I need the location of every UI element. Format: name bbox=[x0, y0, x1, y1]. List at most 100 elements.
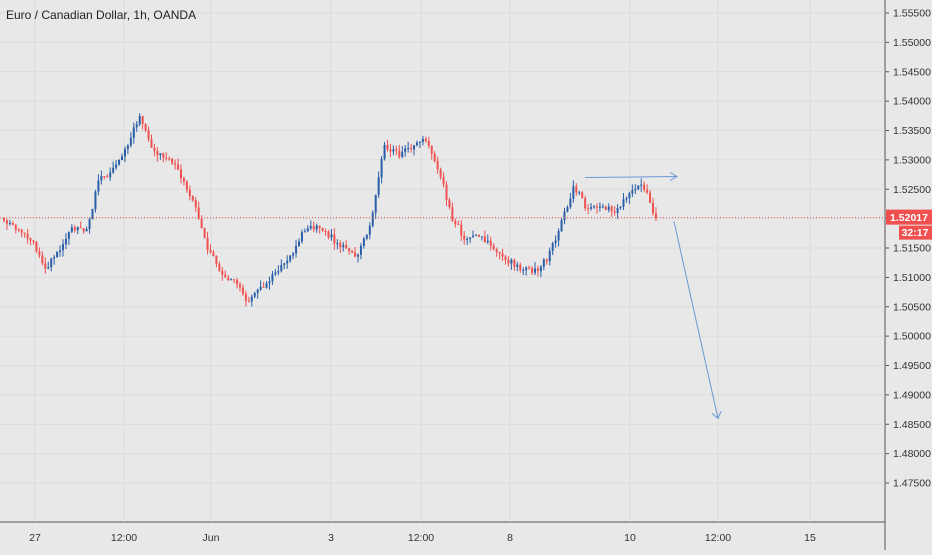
candle-body bbox=[159, 153, 162, 156]
candle-body bbox=[239, 284, 241, 288]
candle-body bbox=[531, 268, 534, 273]
candle-body bbox=[371, 212, 374, 226]
candle-body bbox=[300, 232, 303, 242]
candle-body bbox=[416, 142, 418, 146]
candle-body bbox=[489, 240, 492, 246]
candle-body bbox=[132, 127, 135, 138]
price-tick-label: 1.49500 bbox=[893, 360, 931, 372]
candle-body bbox=[631, 190, 634, 194]
candle-body bbox=[404, 148, 407, 152]
candle-body bbox=[82, 228, 85, 232]
candle-body bbox=[150, 139, 153, 148]
candle-body bbox=[141, 116, 144, 125]
candle-body bbox=[575, 186, 578, 193]
candle-body bbox=[67, 231, 70, 239]
candle-body bbox=[85, 229, 88, 232]
candle-body bbox=[333, 234, 336, 244]
candle-body bbox=[581, 192, 584, 199]
candle-body bbox=[94, 191, 97, 210]
candle-body bbox=[265, 283, 268, 288]
candle-body bbox=[174, 163, 177, 165]
candle-body bbox=[118, 159, 121, 165]
candle-body bbox=[112, 167, 115, 173]
candle-body bbox=[309, 226, 312, 229]
candle-body bbox=[392, 149, 395, 152]
plot-background bbox=[0, 0, 885, 522]
candle-body bbox=[44, 263, 47, 269]
candle-body bbox=[295, 245, 298, 254]
candle-body bbox=[253, 292, 256, 297]
candle-body bbox=[495, 249, 498, 253]
price-tick-label: 1.54000 bbox=[893, 96, 931, 108]
candle-body bbox=[70, 227, 73, 232]
diagonal-arrow-head[interactable] bbox=[711, 411, 722, 420]
candle-body bbox=[135, 124, 138, 128]
candle-body bbox=[121, 156, 123, 160]
candle-body bbox=[616, 208, 619, 213]
candle-body bbox=[528, 267, 531, 269]
time-axis[interactable]: 27 12:00 Jun 3 12:00 8 10 12:00 15 bbox=[29, 0, 816, 544]
candle-body bbox=[649, 192, 652, 203]
candle-body bbox=[271, 274, 274, 282]
price-tick-label: 1.47500 bbox=[893, 478, 931, 490]
candle-body bbox=[17, 229, 20, 231]
candle-body bbox=[593, 206, 595, 208]
candle-body bbox=[598, 206, 601, 208]
candle-body bbox=[539, 266, 542, 272]
candle-body bbox=[162, 153, 165, 158]
candle-body bbox=[221, 270, 224, 275]
candle-body bbox=[289, 255, 292, 261]
horizontal-arrow-line[interactable] bbox=[584, 176, 677, 178]
candle-body bbox=[47, 267, 50, 269]
candle-body bbox=[569, 198, 572, 208]
candle-body bbox=[53, 257, 56, 259]
candle-body bbox=[262, 286, 265, 288]
candle-body bbox=[79, 227, 82, 229]
candle-body bbox=[551, 243, 554, 251]
candle-body bbox=[410, 147, 413, 150]
candle-body bbox=[477, 234, 480, 237]
time-tick-label: 12:00 bbox=[111, 532, 137, 544]
candle-body bbox=[383, 144, 386, 159]
candle-body bbox=[590, 207, 593, 209]
candle-body bbox=[504, 256, 507, 260]
candle-body bbox=[115, 164, 118, 168]
candle-body bbox=[519, 264, 522, 271]
candle-body bbox=[601, 206, 604, 208]
candle-body bbox=[180, 169, 182, 179]
candle-body bbox=[315, 225, 318, 230]
candle-body bbox=[545, 259, 548, 262]
horizontal-arrow-head[interactable] bbox=[669, 172, 679, 181]
candle-body bbox=[165, 157, 168, 159]
candle-body bbox=[126, 145, 129, 150]
candle-body bbox=[548, 250, 551, 262]
annotations[interactable] bbox=[584, 172, 722, 420]
candle-body bbox=[451, 207, 454, 221]
price-tick-label: 1.48500 bbox=[893, 419, 931, 431]
candle-body bbox=[212, 252, 215, 256]
price-axis[interactable]: 1.55500 1.55000 1.54500 1.54000 1.53500 1.530… bbox=[0, 8, 931, 490]
candle-body bbox=[156, 151, 159, 156]
candle-body bbox=[587, 208, 590, 210]
candle-body bbox=[182, 178, 185, 182]
candle-body bbox=[303, 231, 306, 233]
candle-body bbox=[241, 287, 244, 294]
last-price-label-bg bbox=[886, 209, 932, 225]
candle-body bbox=[224, 274, 227, 278]
candle-body bbox=[348, 248, 351, 251]
time-tick-label: 8 bbox=[507, 532, 513, 544]
candle-body bbox=[483, 236, 486, 243]
candle-body bbox=[501, 253, 504, 257]
diagonal-arrow-line[interactable] bbox=[673, 221, 719, 419]
candle-body bbox=[362, 238, 365, 246]
candle-body bbox=[277, 271, 280, 273]
candle-body bbox=[50, 258, 53, 268]
candle-body bbox=[23, 232, 26, 234]
candle-body bbox=[625, 198, 628, 200]
candle-body bbox=[14, 225, 17, 230]
candle-body bbox=[386, 144, 389, 150]
candle-body bbox=[560, 220, 563, 232]
candle-body bbox=[407, 147, 410, 149]
